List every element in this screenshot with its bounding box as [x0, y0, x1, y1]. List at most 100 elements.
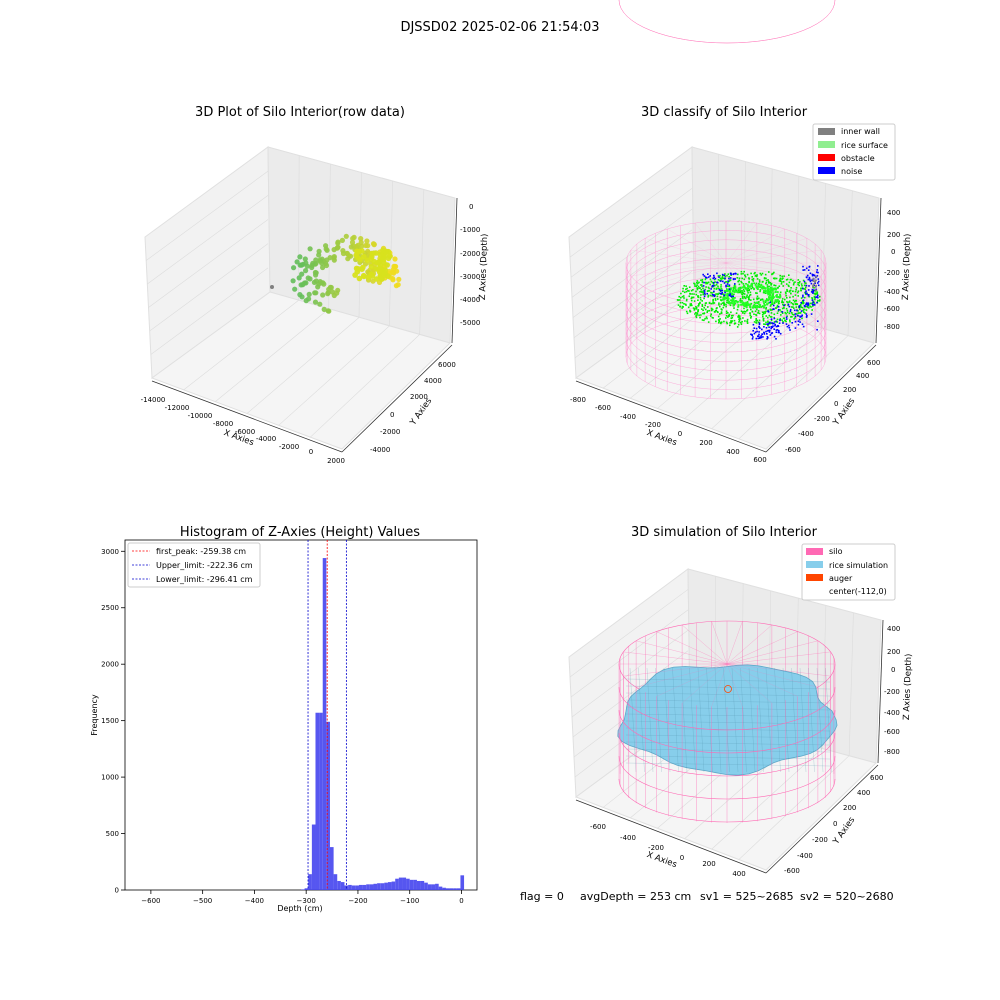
rice-surface-point: [727, 316, 729, 318]
noise-point: [713, 290, 715, 293]
raw-y-tick: -4000: [370, 446, 390, 454]
rice-surface-point: [733, 307, 735, 309]
rice-surface-point: [746, 296, 748, 298]
rice-surface-point: [742, 284, 745, 287]
rice-surface-point: [712, 301, 714, 303]
noise-point: [806, 293, 808, 295]
rice-surface-point: [803, 308, 805, 311]
noise-point: [728, 288, 731, 291]
histogram-bar: [351, 885, 356, 890]
rice-surface-point: [799, 280, 801, 283]
rice-surface-point: [789, 278, 792, 281]
rice-surface-point: [784, 298, 786, 301]
rice-surface-point: [738, 277, 741, 280]
rice-surface-point: [759, 306, 761, 308]
rice-surface-point: [743, 295, 746, 298]
noise-point: [752, 336, 754, 338]
status-sv2: sv2 = 520~2680: [800, 890, 894, 903]
histogram-bar: [301, 889, 305, 890]
rice-surface-point: [722, 274, 724, 277]
legend-label-upper-limit: Upper_limit: -222.36 cm: [156, 561, 253, 570]
classify-3d-silo-wireframe: [625, 220, 827, 400]
noise-point: [751, 338, 754, 340]
rice-surface-point: [721, 277, 723, 280]
raw-data-point: [352, 272, 358, 278]
rice-surface-point: [786, 301, 789, 304]
rice-surface-point: [789, 319, 791, 321]
rice-surface-point: [702, 287, 704, 290]
noise-point: [735, 273, 737, 275]
raw-y-tick: 2000: [410, 393, 428, 401]
rice-surface-mesh: [816, 667, 824, 773]
histogram-bars: [301, 558, 465, 890]
rice-surface-point: [728, 280, 731, 282]
rice-surface-point: [773, 302, 776, 305]
rice-surface-point: [690, 289, 693, 292]
noise-point: [774, 324, 776, 327]
grid-line: [571, 208, 693, 298]
rice-surface-point: [745, 306, 748, 309]
rice-surface-point: [756, 288, 759, 290]
rice-surface-point: [707, 281, 710, 284]
raw-data-point: [390, 266, 397, 272]
noise-point: [729, 272, 732, 275]
noise-point: [808, 294, 810, 296]
histogram-bar: [326, 721, 330, 890]
raw-data-point: [330, 289, 336, 295]
rice-surface-mesh: [774, 667, 781, 773]
raw-data-point: [307, 246, 313, 252]
rice-surface-point: [767, 279, 769, 281]
rice-surface-point: [742, 283, 745, 285]
sim-x-tick: 0: [680, 854, 684, 862]
rice-surface-mesh: [782, 667, 790, 773]
rice-surface-point: [690, 297, 693, 300]
rice-surface-point: [713, 287, 716, 290]
rice-surface-point: [818, 300, 821, 302]
histogram-y-tick-label: 1500: [101, 717, 119, 725]
histogram-x-tick-label: 0: [459, 897, 463, 905]
rice-surface-point: [776, 300, 779, 303]
noise-point: [724, 277, 726, 280]
rice-surface-point: [681, 295, 684, 298]
rice-surface-point: [792, 279, 794, 282]
rice-surface-point: [789, 296, 791, 299]
silo-spoke: [726, 663, 798, 697]
rice-surface-point: [727, 281, 729, 284]
cls-y-tick: -600: [785, 446, 801, 454]
rice-surface-point: [697, 295, 700, 297]
noise-point: [789, 310, 792, 313]
simulation-3d-xlabel: X Axies: [645, 850, 678, 870]
cls-z-tick: -400: [884, 288, 900, 296]
noise-point: [750, 333, 752, 336]
raw-y-tick: -2000: [380, 428, 400, 436]
noise-point: [771, 326, 774, 328]
histogram-bar: [348, 884, 352, 890]
rice-surface-point: [720, 321, 723, 323]
rice-surface-point: [737, 316, 740, 318]
rice-surface-point: [776, 304, 779, 307]
histogram-bar: [337, 880, 341, 890]
rice-surface-point: [764, 312, 766, 314]
rice-surface-point: [758, 303, 761, 306]
noise-point: [817, 294, 819, 297]
noise-point: [808, 277, 811, 280]
rice-surface-point: [760, 283, 763, 286]
rice-surface-point: [781, 307, 784, 310]
simulation-3d-silo-front: [618, 0, 836, 823]
noise-point: [812, 290, 815, 293]
rice-surface-point: [761, 285, 764, 288]
rice-surface-point: [765, 306, 767, 309]
rice-surface-point: [740, 291, 742, 294]
rice-surface-point: [756, 278, 759, 280]
rice-surface-point: [742, 272, 744, 275]
rice-surface-point: [799, 305, 802, 307]
rice-surface-point: [804, 312, 806, 314]
rice-surface-point: [714, 299, 717, 301]
rice-surface-point: [686, 298, 688, 301]
silo-spoke: [726, 651, 831, 665]
raw-data-point: [373, 276, 380, 282]
rice-surface-point: [718, 320, 720, 322]
rice-surface-point: [771, 273, 774, 275]
rice-surface-point: [742, 317, 744, 319]
rice-surface-point: [770, 286, 773, 289]
